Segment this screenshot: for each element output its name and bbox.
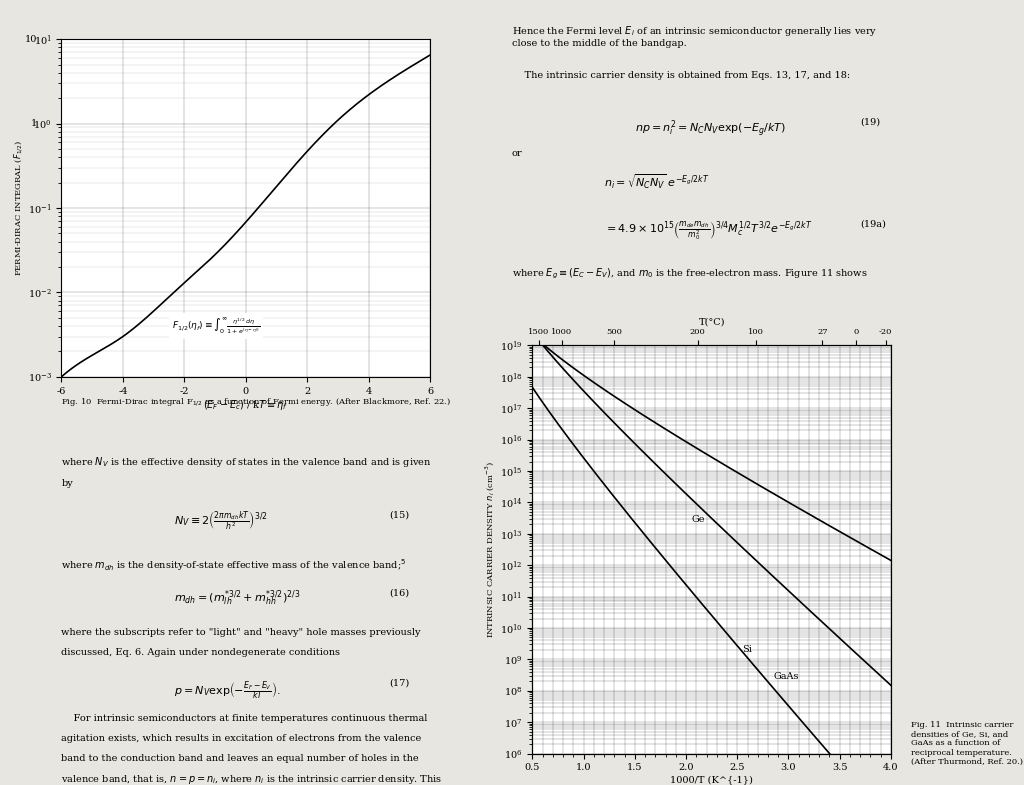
Text: Si: Si bbox=[742, 644, 753, 654]
Text: where the subscripts refer to "light" and "heavy" hole masses previously: where the subscripts refer to "light" an… bbox=[61, 628, 421, 637]
Text: Fig. 10  Fermi-Dirac integral F$_{1/2}$ as a function of Fermi energy. (After Bl: Fig. 10 Fermi-Dirac integral F$_{1/2}$ a… bbox=[61, 396, 452, 408]
Text: $F_{1/2}(\eta_f) \equiv \int_0^{\infty} \frac{\eta^{1/2}\,d\eta}{1+e^{(\eta-\eta: $F_{1/2}(\eta_f) \equiv \int_0^{\infty} … bbox=[172, 316, 260, 337]
Text: band to the conduction band and leaves an equal number of holes in the: band to the conduction band and leaves a… bbox=[61, 754, 419, 762]
Text: Hence the Fermi level $E_i$ of an intrinsic semiconductor generally lies very
cl: Hence the Fermi level $E_i$ of an intrin… bbox=[512, 24, 878, 48]
Text: (19): (19) bbox=[860, 118, 881, 126]
Text: where $E_g \equiv (E_C - E_V)$, and $m_0$ is the free-electron mass. Figure 11 s: where $E_g \equiv (E_C - E_V)$, and $m_0… bbox=[512, 267, 867, 281]
Text: where $N_V$ is the effective density of states in the valence band and is given: where $N_V$ is the effective density of … bbox=[61, 455, 432, 469]
Text: For intrinsic semiconductors at finite temperatures continuous thermal: For intrinsic semiconductors at finite t… bbox=[61, 714, 428, 723]
Text: (15): (15) bbox=[389, 510, 410, 519]
Text: $n_i = \sqrt{N_C N_V}\; e^{-E_g/2kT}$: $n_i = \sqrt{N_C N_V}\; e^{-E_g/2kT}$ bbox=[604, 173, 710, 192]
Text: where $m_{dh}$ is the density-of-state effective mass of the valence band;$^5$: where $m_{dh}$ is the density-of-state e… bbox=[61, 557, 407, 573]
X-axis label: 1000/T (K^{-1}): 1000/T (K^{-1}) bbox=[671, 775, 753, 784]
Text: $np = n_i^2 = N_C N_V \exp(-E_g/kT)$: $np = n_i^2 = N_C N_V \exp(-E_g/kT)$ bbox=[635, 118, 786, 139]
Text: (17): (17) bbox=[389, 679, 410, 688]
Text: Fig. 11  Intrinsic carrier densities of Ge, Si, and GaAs as a function of recipr: Fig. 11 Intrinsic carrier densities of G… bbox=[911, 721, 1023, 765]
Text: (16): (16) bbox=[389, 589, 410, 597]
Y-axis label: FERMI-DIRAC INTEGRAL ($F_{1/2}$): FERMI-DIRAC INTEGRAL ($F_{1/2}$) bbox=[12, 140, 25, 276]
Text: agitation exists, which results in excitation of electrons from the valence: agitation exists, which results in excit… bbox=[61, 734, 422, 743]
X-axis label: T(°C): T(°C) bbox=[698, 318, 725, 327]
Text: 10: 10 bbox=[25, 35, 37, 44]
Y-axis label: INTRINSIC CARRIER DENSITY $n_i$ (cm$^{-3}$): INTRINSIC CARRIER DENSITY $n_i$ (cm$^{-3… bbox=[483, 461, 497, 638]
Text: discussed, Eq. 6. Again under nondegenerate conditions: discussed, Eq. 6. Again under nondegener… bbox=[61, 648, 340, 656]
X-axis label: $(E_F - E_c)$ / $\mathregular{k}T \equiv \eta_f$: $(E_F - E_c)$ / $\mathregular{k}T \equiv… bbox=[204, 398, 288, 412]
Text: 1: 1 bbox=[31, 119, 37, 128]
Text: $= 4.9 \times 10^{15}\left(\frac{m_{de}m_{dh}}{m_0^2}\right)^{3/4} M_c^{1/2} T^{: $= 4.9 \times 10^{15}\left(\frac{m_{de}m… bbox=[604, 220, 813, 243]
Text: The intrinsic carrier density is obtained from Eqs. 13, 17, and 18:: The intrinsic carrier density is obtaine… bbox=[512, 71, 850, 79]
Text: $m_{dh} = (m_{lh}^{*3/2} + m_{hh}^{*3/2})^{2/3}$: $m_{dh} = (m_{lh}^{*3/2} + m_{hh}^{*3/2}… bbox=[174, 589, 301, 609]
Text: $N_V \equiv 2\left(\frac{2\pi m_{dh}kT}{h^2}\right)^{3/2}$: $N_V \equiv 2\left(\frac{2\pi m_{dh}kT}{… bbox=[174, 510, 267, 534]
Text: Ge: Ge bbox=[691, 515, 705, 524]
Text: valence band, that is, $n = p = n_i$, where $n_i$ is the intrinsic carrier densi: valence band, that is, $n = p = n_i$, wh… bbox=[61, 773, 442, 785]
Text: (19a): (19a) bbox=[860, 220, 886, 228]
Text: by: by bbox=[61, 479, 73, 487]
Text: or: or bbox=[512, 149, 522, 158]
Text: $p = N_V \exp\!\left(-\frac{E_F - E_V}{kT}\right).$: $p = N_V \exp\!\left(-\frac{E_F - E_V}{k… bbox=[174, 679, 281, 702]
Text: GaAs: GaAs bbox=[773, 672, 799, 681]
